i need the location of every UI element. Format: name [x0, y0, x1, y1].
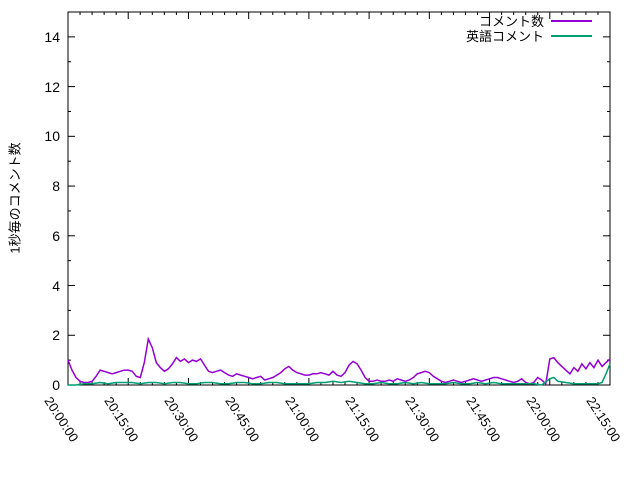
legend-line-sample-english-comments-icon — [551, 34, 592, 37]
y-tick-label: 2 — [52, 327, 60, 344]
legend-row-comments: コメント数 — [350, 13, 592, 29]
y-tick-label: 12 — [44, 78, 60, 95]
y-tick-label: 4 — [52, 277, 60, 294]
legend-line-sample-comments-icon — [551, 19, 592, 22]
series-line-1 — [68, 363, 611, 386]
legend-row-english-comments: 英語コメント — [350, 28, 592, 44]
series-line-0 — [67, 336, 611, 386]
y-tick-label: 6 — [52, 227, 60, 244]
y-tick-label: 14 — [44, 28, 60, 45]
y-tick-label: 10 — [44, 128, 60, 145]
y-tick-label: 8 — [52, 178, 60, 195]
legend-label-english-comments: 英語コメント — [465, 29, 544, 44]
y-tick-label: 0 — [52, 377, 60, 393]
legend: コメント数 英語コメント — [350, 13, 592, 44]
legend-label-comments: コメント数 — [478, 14, 544, 29]
